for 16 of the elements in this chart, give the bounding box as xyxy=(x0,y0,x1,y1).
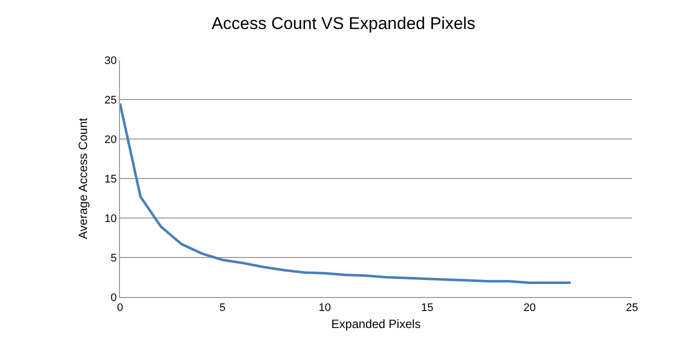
y-tick-label: 30 xyxy=(104,54,117,67)
x-tick-label: 25 xyxy=(626,302,638,314)
y-tick-label: 20 xyxy=(104,134,117,146)
y-tick-label: 0 xyxy=(110,292,117,304)
x-tick-label: 5 xyxy=(219,302,226,314)
y-tick-label: 5 xyxy=(110,252,117,264)
x-tick-label: 20 xyxy=(523,302,536,314)
line-series xyxy=(120,102,572,284)
y-tick-label: 25 xyxy=(104,94,117,106)
x-tick-label: 15 xyxy=(421,302,434,314)
y-axis-title: Average Access Count xyxy=(76,117,90,240)
y-tick-label: 10 xyxy=(104,212,117,225)
chart-title: Access Count VS Expanded Pixels xyxy=(212,14,476,33)
x-axis-title: Expanded Pixels xyxy=(331,317,421,332)
x-tick-label: 10 xyxy=(318,302,331,314)
y-tick-label: 15 xyxy=(104,173,117,186)
